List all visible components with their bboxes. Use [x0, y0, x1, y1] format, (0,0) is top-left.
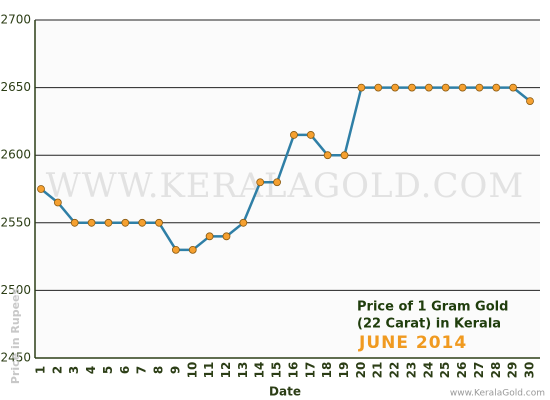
marker — [70, 218, 79, 227]
x-tick-label: 4 — [84, 366, 98, 374]
marker — [222, 232, 231, 241]
marker — [441, 83, 450, 92]
y-axis-label: Price in Rupees — [9, 287, 22, 384]
marker — [509, 83, 518, 92]
x-tick-label: 23 — [404, 362, 418, 379]
plot-area — [35, 20, 540, 358]
series — [37, 83, 534, 254]
marker — [87, 218, 96, 227]
x-tick-label: 18 — [320, 362, 334, 379]
x-tick-label: 14 — [253, 362, 267, 379]
marker — [37, 185, 45, 193]
marker — [340, 151, 349, 160]
marker — [526, 97, 534, 106]
x-tick-label: 10 — [185, 362, 199, 379]
x-tick-label: 20 — [354, 362, 368, 379]
marker — [323, 151, 332, 160]
x-tick-label: 9 — [168, 366, 182, 374]
x-tick-label: 26 — [455, 362, 469, 379]
marker — [138, 218, 147, 227]
watermark: WWW.KERALAGOLD.COM — [46, 166, 524, 206]
chart-subtitle: (22 Carat) in Kerala — [357, 317, 501, 332]
x-tick-label: 25 — [438, 362, 452, 379]
marker — [273, 178, 281, 187]
x-tick-label: 30 — [523, 362, 537, 379]
x-tick-label: 15 — [270, 362, 284, 379]
x-tick-label: 29 — [506, 362, 520, 379]
x-tick-label: 21 — [371, 362, 385, 379]
y-tick-label: 2650 — [0, 80, 31, 94]
source: www.KeralaGold.com — [450, 389, 545, 399]
x-tick-label: 19 — [337, 362, 351, 379]
chart-title: Price of 1 Gram Gold — [357, 300, 508, 315]
x-tick-label: 24 — [421, 362, 435, 379]
x-tick-label: 8 — [152, 366, 166, 374]
x-tick-label: 11 — [202, 362, 216, 379]
x-tick-label: 28 — [489, 362, 503, 379]
x-tick-label: 5 — [101, 366, 115, 374]
marker — [374, 83, 383, 92]
x-tick-label: 2 — [50, 366, 64, 374]
x-tick-label: 27 — [472, 362, 486, 379]
marker — [188, 245, 197, 254]
x-tick-label: 3 — [67, 366, 81, 374]
marker — [424, 83, 433, 92]
x-tick-label: 12 — [219, 362, 233, 379]
marker — [475, 83, 484, 92]
x-tick-label: 6 — [118, 366, 132, 374]
marker — [155, 218, 163, 227]
y-tick-label: 2550 — [0, 215, 31, 229]
marker — [205, 232, 214, 241]
marker — [239, 218, 248, 227]
marker — [256, 178, 265, 187]
y-tick-label: 2450 — [0, 351, 31, 365]
x-tick-label: 1 — [34, 366, 48, 374]
y-tick-label: 2500 — [0, 283, 31, 297]
marker — [458, 83, 467, 92]
marker — [306, 131, 315, 139]
chart-period: JUNE 2014 — [358, 333, 467, 353]
x-tick-label: 7 — [135, 366, 149, 374]
y-tick-label: 2600 — [0, 148, 31, 162]
marker — [171, 245, 180, 254]
marker — [53, 198, 62, 207]
marker — [357, 83, 366, 92]
marker — [408, 83, 416, 92]
x-axis-label: Date — [269, 385, 301, 399]
marker — [121, 218, 130, 227]
x-tick-label: 17 — [303, 362, 317, 379]
marker — [492, 83, 501, 92]
y-tick-label: 2700 — [0, 13, 31, 27]
marker — [290, 131, 298, 139]
x-tick-label: 16 — [286, 362, 300, 379]
marker — [391, 83, 400, 92]
x-tick-label: 22 — [388, 362, 402, 379]
marker — [104, 218, 113, 227]
x-tick-label: 13 — [236, 362, 250, 379]
